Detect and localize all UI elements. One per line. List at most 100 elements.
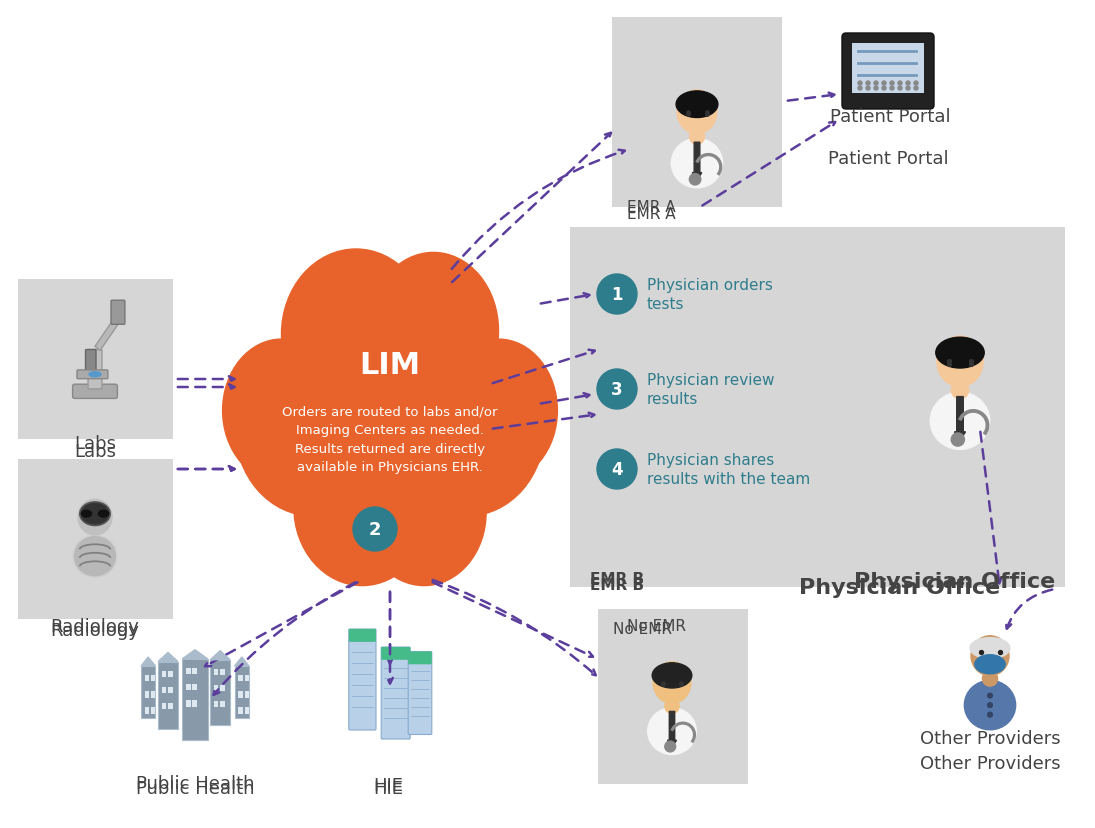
FancyBboxPatch shape	[210, 660, 230, 724]
Circle shape	[874, 87, 878, 91]
Circle shape	[890, 87, 894, 91]
Circle shape	[952, 433, 965, 446]
FancyArrow shape	[692, 143, 702, 181]
Ellipse shape	[676, 92, 718, 118]
Polygon shape	[158, 652, 177, 662]
Ellipse shape	[971, 636, 1008, 676]
Circle shape	[690, 175, 701, 185]
Ellipse shape	[81, 504, 108, 524]
Ellipse shape	[235, 339, 390, 517]
Polygon shape	[234, 657, 249, 667]
Ellipse shape	[362, 440, 486, 586]
Text: 3: 3	[611, 381, 623, 398]
FancyArrow shape	[955, 397, 966, 441]
FancyBboxPatch shape	[162, 703, 166, 710]
FancyBboxPatch shape	[408, 652, 431, 665]
Circle shape	[906, 87, 910, 91]
Text: Patient Portal: Patient Portal	[828, 150, 948, 168]
Ellipse shape	[965, 681, 1016, 730]
Circle shape	[858, 87, 862, 91]
FancyArrow shape	[668, 711, 677, 748]
FancyBboxPatch shape	[145, 691, 149, 698]
Ellipse shape	[368, 253, 498, 409]
Text: HIE: HIE	[373, 776, 403, 794]
Ellipse shape	[390, 339, 545, 517]
Ellipse shape	[281, 250, 430, 420]
FancyBboxPatch shape	[186, 700, 191, 706]
Text: Physician shares
results with the team: Physician shares results with the team	[647, 452, 810, 487]
FancyBboxPatch shape	[408, 652, 431, 734]
Ellipse shape	[952, 382, 969, 399]
FancyBboxPatch shape	[381, 647, 411, 739]
Text: LIM: LIM	[359, 350, 420, 379]
Ellipse shape	[89, 373, 101, 378]
Text: Other Providers: Other Providers	[920, 754, 1060, 772]
Ellipse shape	[936, 338, 984, 368]
FancyBboxPatch shape	[168, 671, 173, 677]
FancyBboxPatch shape	[239, 691, 243, 698]
Polygon shape	[183, 650, 208, 659]
Circle shape	[890, 82, 894, 86]
Circle shape	[353, 508, 397, 551]
FancyBboxPatch shape	[220, 669, 224, 675]
Text: EMR B: EMR B	[590, 571, 644, 586]
Text: Radiology: Radiology	[50, 617, 139, 635]
FancyBboxPatch shape	[18, 460, 173, 619]
Circle shape	[898, 87, 902, 91]
Ellipse shape	[222, 339, 341, 483]
FancyBboxPatch shape	[349, 629, 376, 730]
FancyBboxPatch shape	[244, 708, 249, 714]
FancyBboxPatch shape	[852, 44, 924, 94]
FancyBboxPatch shape	[141, 667, 155, 719]
FancyBboxPatch shape	[111, 301, 125, 325]
Ellipse shape	[677, 91, 717, 134]
Circle shape	[597, 369, 637, 410]
FancyBboxPatch shape	[239, 708, 243, 714]
FancyBboxPatch shape	[381, 647, 411, 660]
FancyBboxPatch shape	[239, 675, 243, 681]
Circle shape	[597, 450, 637, 489]
Ellipse shape	[81, 511, 92, 518]
Circle shape	[906, 82, 910, 86]
Text: Patient Portal: Patient Portal	[830, 108, 950, 126]
Text: HIE: HIE	[373, 779, 403, 797]
FancyBboxPatch shape	[151, 708, 155, 714]
Text: Orders are routed to labs and/or
Imaging Centers as needed.
Results returned are: Orders are routed to labs and/or Imaging…	[283, 405, 498, 474]
Text: Physician orders
tests: Physician orders tests	[647, 277, 773, 312]
Polygon shape	[210, 651, 230, 660]
FancyBboxPatch shape	[145, 708, 149, 714]
Ellipse shape	[982, 671, 998, 686]
FancyBboxPatch shape	[162, 687, 166, 693]
Ellipse shape	[665, 699, 679, 714]
FancyBboxPatch shape	[183, 659, 208, 740]
Polygon shape	[95, 317, 120, 351]
Text: 1: 1	[611, 286, 623, 304]
FancyBboxPatch shape	[186, 684, 191, 691]
FancyBboxPatch shape	[88, 350, 102, 389]
FancyBboxPatch shape	[214, 685, 218, 691]
FancyBboxPatch shape	[193, 684, 197, 691]
FancyBboxPatch shape	[168, 687, 173, 693]
Ellipse shape	[937, 337, 983, 388]
Ellipse shape	[439, 339, 557, 483]
Circle shape	[858, 82, 862, 86]
Circle shape	[665, 741, 676, 752]
Circle shape	[988, 693, 992, 698]
Ellipse shape	[99, 511, 108, 518]
FancyBboxPatch shape	[18, 280, 173, 440]
Circle shape	[874, 82, 878, 86]
FancyBboxPatch shape	[842, 34, 934, 110]
FancyBboxPatch shape	[77, 370, 108, 379]
Text: Public Health: Public Health	[136, 779, 254, 797]
Circle shape	[881, 82, 886, 86]
Text: Physician Office: Physician Office	[854, 571, 1054, 591]
Circle shape	[988, 703, 992, 708]
Ellipse shape	[648, 708, 696, 754]
FancyBboxPatch shape	[220, 685, 224, 691]
FancyBboxPatch shape	[214, 669, 218, 675]
FancyBboxPatch shape	[151, 675, 155, 681]
Circle shape	[898, 82, 902, 86]
Ellipse shape	[931, 392, 990, 450]
Text: No EMR: No EMR	[627, 619, 685, 633]
Circle shape	[988, 712, 992, 717]
